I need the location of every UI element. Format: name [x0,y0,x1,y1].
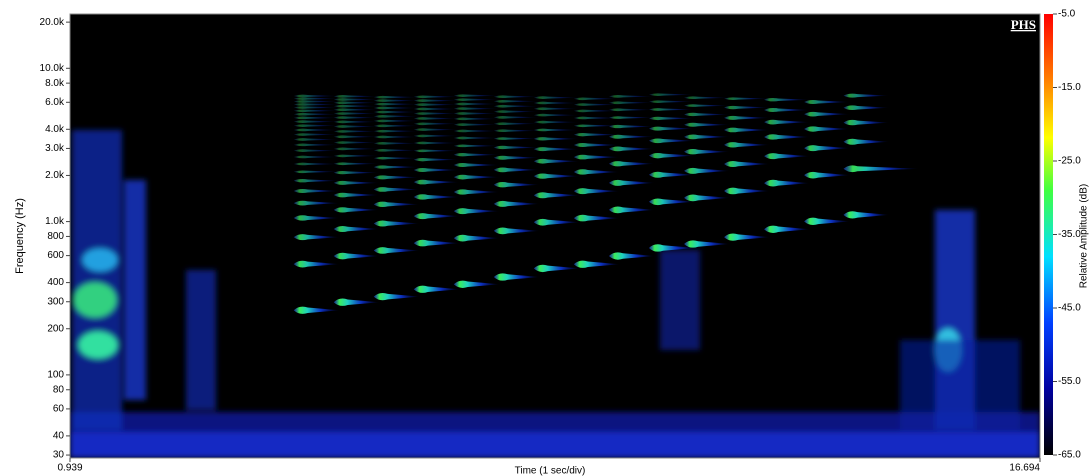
colorbar-tick-label: -35.0 [1058,229,1081,240]
colorbar [1044,14,1053,455]
y-tick-label: 60 [53,404,65,415]
y-tick-label: 1.0k [45,216,65,227]
y-tick-label: 2.0k [45,170,65,181]
colorbar-tick-label: -65.0 [1058,450,1081,461]
colorbar-tick-label: -15.0 [1058,82,1081,93]
y-tick-label: 30 [53,450,65,461]
y-axis-label: Frequency (Hz) [14,198,26,274]
y-tick-label: 10.0k [40,63,65,74]
colorbar-tick-label: -25.0 [1058,156,1081,167]
colorbar-tick-label: -55.0 [1058,376,1081,387]
y-tick-label: 400 [47,277,64,288]
chart: PHS Frequency (Hz) Time (1 sec/div) Rela… [0,0,1092,476]
y-tick-label: 300 [47,296,64,307]
y-tick-label: 80 [53,384,65,395]
x-tick-label: 0.939 [57,463,82,474]
x-axis-label: Time (1 sec/div) [515,466,586,476]
y-tick-label: 6.0k [45,97,65,108]
colorbar-tick-label: -5.0 [1058,9,1076,20]
y-tick-label: 40 [53,431,65,442]
colorbar-tick-label: -45.0 [1058,303,1081,314]
x-tick-label: 16.694 [1009,463,1040,474]
y-tick-label: 200 [47,323,64,334]
y-tick-label: 600 [47,250,64,261]
y-tick-label: 4.0k [45,124,65,135]
y-tick-label: 100 [47,370,64,381]
y-tick-label: 3.0k [45,143,65,154]
badge: PHS [1011,17,1036,32]
y-tick-label: 20.0k [40,17,65,28]
y-tick-label: 800 [47,231,64,242]
y-tick-label: 8.0k [45,78,65,89]
